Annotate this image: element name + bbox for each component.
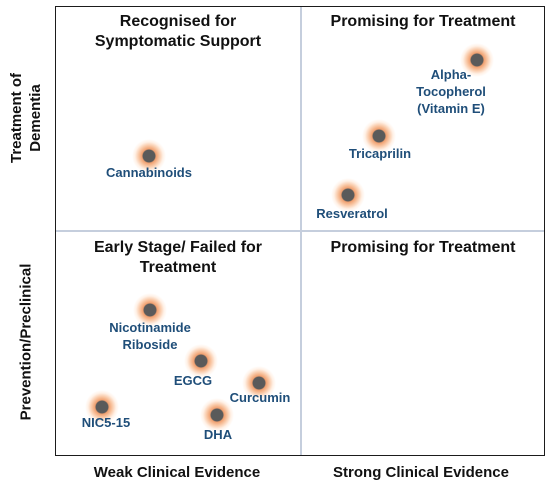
y-axis-label-top: Treatment of Dementia — [8, 72, 44, 164]
compound-label-tricaprilin: Tricaprilin — [348, 146, 412, 161]
compound-label-alpha-tocopherol: Alpha-Tocopherol (Vitamin E) — [416, 67, 486, 116]
compound-dot — [133, 293, 167, 327]
y-axis-label-bottom: Prevention/Preclinical — [17, 263, 35, 421]
compound-dot — [331, 178, 365, 212]
x-axis-label-left: Weak Clinical Evidence — [93, 464, 261, 481]
compound-dot — [85, 390, 119, 424]
matrix-frame — [55, 6, 545, 456]
compound-label-nicotinamide-riboside: Nicotinamide Riboside — [109, 320, 191, 352]
horizontal-divider — [56, 230, 544, 232]
quadrant-title-bottom-left: Early Stage/ Failed for Treatment — [93, 239, 263, 276]
compound-label-nic5-15: NIC5-15 — [81, 415, 131, 430]
quadrant-title-top-right: Promising for Treatment — [330, 13, 516, 30]
compound-dot — [362, 119, 396, 153]
compound-label-curcumin: Curcumin — [229, 390, 291, 405]
compound-label-resveratrol: Resveratrol — [316, 206, 388, 221]
compound-dot — [200, 398, 234, 432]
compound-label-egcg: EGCG — [173, 373, 213, 388]
compound-label-cannabinoids: Cannabinoids — [106, 165, 192, 180]
compound-dot — [184, 344, 218, 378]
quadrant-title-bottom-right: Promising for Treatment — [330, 239, 516, 256]
quadrant-title-top-left: Recognised for Symptomatic Support — [94, 13, 262, 50]
compound-dot — [460, 43, 494, 77]
compound-dot — [132, 139, 166, 173]
compound-dot — [242, 366, 276, 400]
compound-label-dha: DHA — [203, 427, 233, 442]
x-axis-label-right: Strong Clinical Evidence — [333, 464, 509, 481]
